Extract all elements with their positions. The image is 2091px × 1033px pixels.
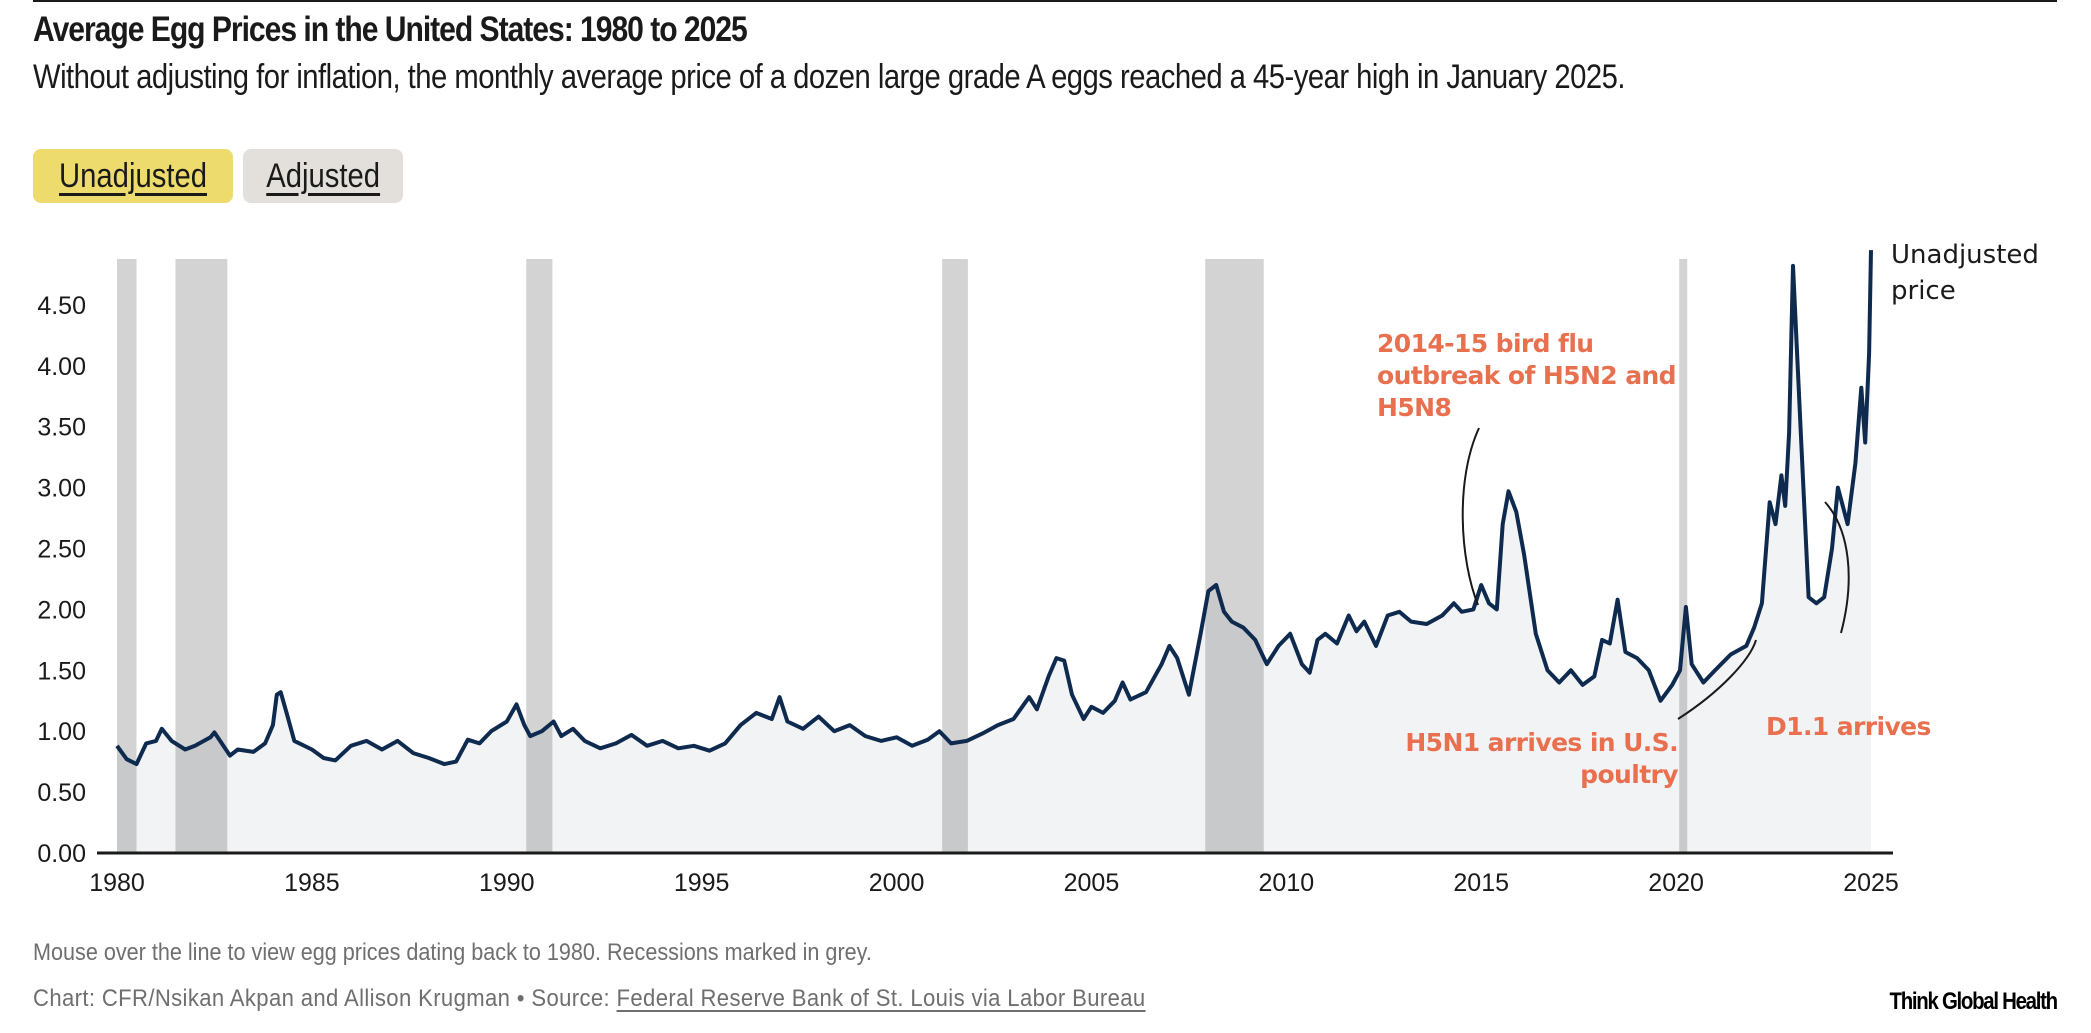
annotations: 2014-15 bird flu outbreak of H5N2 and H5N8… [1377, 329, 1931, 789]
x-tick-label: 2005 [1064, 869, 1120, 897]
toggle-adjusted-label: Adjusted [266, 156, 380, 195]
y-tick-label: 2.00 [37, 596, 86, 624]
annotation-leader-line [1677, 639, 1757, 720]
x-tick-label: 1985 [284, 869, 340, 897]
annotation-bird-flu-2015: 2014-15 bird flu [1377, 329, 1594, 358]
x-tick-label: 2000 [869, 869, 925, 897]
y-tick-label: 4.00 [37, 353, 86, 381]
y-tick-label: 0.00 [37, 840, 86, 868]
chart-title: Average Egg Prices in the United States:… [33, 10, 748, 49]
x-tick-label: 1990 [479, 869, 535, 897]
x-tick-label: 2025 [1843, 869, 1899, 897]
y-axis: 0.00 0.50 1.00 1.50 2.00 2.50 3.00 3.50 4.00 4.50 [37, 292, 86, 868]
x-axis: 1980 1985 1990 1995 2000 2005 2010 2015 2020 2025 [89, 869, 1899, 897]
toggle-unadjusted-button[interactable]: Unadjusted [33, 149, 233, 203]
source-link[interactable]: Federal Reserve Bank of St. Louis via La… [616, 985, 1146, 1012]
recession-band [117, 259, 137, 853]
recession-band [1679, 259, 1688, 853]
annotation-h5n1: poultry [1580, 760, 1678, 789]
chart-subtitle: Without adjusting for inflation, the mon… [33, 58, 1625, 96]
annotation-h5n1: H5N1 arrives in U.S. [1405, 728, 1678, 757]
x-tick-label: 1995 [674, 869, 730, 897]
x-tick-label: 2010 [1259, 869, 1315, 897]
annotation-leader-line [1461, 427, 1480, 606]
chart-credit: Chart: CFR/Nsikan Akpan and Allison Krug… [33, 985, 1146, 1013]
y-tick-label: 2.50 [37, 536, 86, 564]
annotation-leader-line [1824, 501, 1850, 634]
brand-logo[interactable]: Think Global Health [1889, 988, 2059, 1015]
y-tick-label: 1.00 [37, 718, 86, 746]
price-area [117, 250, 1871, 854]
toggle-unadjusted-label: Unadjusted [59, 156, 207, 195]
y-tick-label: 4.50 [37, 292, 86, 320]
y-tick-label: 0.50 [37, 779, 86, 807]
x-tick-label: 1980 [89, 869, 145, 897]
y-tick-label: 3.50 [37, 414, 86, 442]
annotation-d11: D1.1 arrives [1766, 712, 1931, 741]
x-tick-label: 2015 [1453, 869, 1509, 897]
annotation-bird-flu-2015: H5N8 [1377, 393, 1451, 422]
x-tick-label: 2020 [1648, 869, 1704, 897]
series-end-label: Unadjusted [1891, 240, 2039, 270]
price-line[interactable] [115, 250, 1873, 767]
toggle-adjusted-button[interactable]: Adjusted [243, 149, 403, 203]
credit-text: Chart: CFR/Nsikan Akpan and Allison Krug… [33, 985, 617, 1012]
egg-price-chart[interactable]: 0.00 0.50 1.00 1.50 2.00 2.50 3.00 3.50 4.00 4.50… [0, 230, 2091, 910]
annotation-bird-flu-2015: outbreak of H5N2 and [1377, 361, 1676, 390]
top-rule [33, 0, 2057, 2]
series-end-label-line2: price [1891, 276, 1956, 306]
chart-note: Mouse over the line to view egg prices d… [33, 939, 872, 966]
y-tick-label: 3.00 [37, 475, 86, 503]
y-tick-label: 1.50 [37, 657, 86, 685]
